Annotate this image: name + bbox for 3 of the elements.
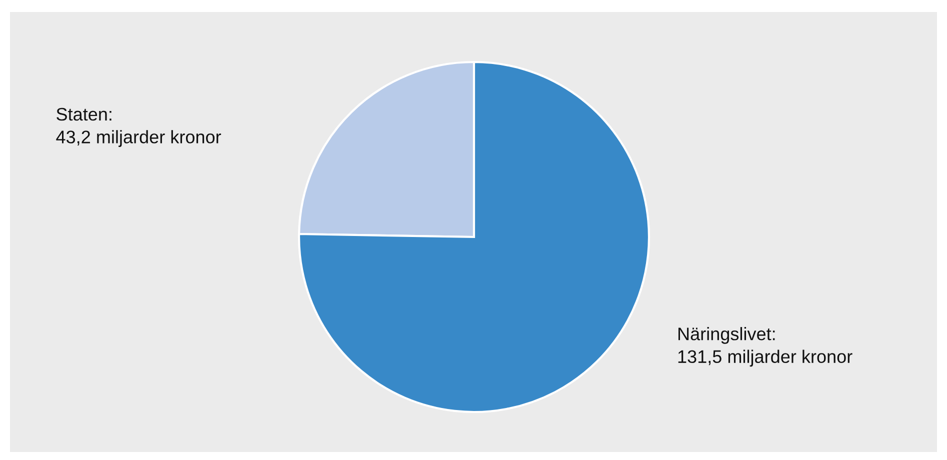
slice-label: Staten: 43,2 miljarder kronor	[56, 108, 222, 147]
slice-label: Näringslivet: 131,5 miljarder kronor	[678, 327, 852, 367]
pie-slice	[298, 60, 650, 414]
